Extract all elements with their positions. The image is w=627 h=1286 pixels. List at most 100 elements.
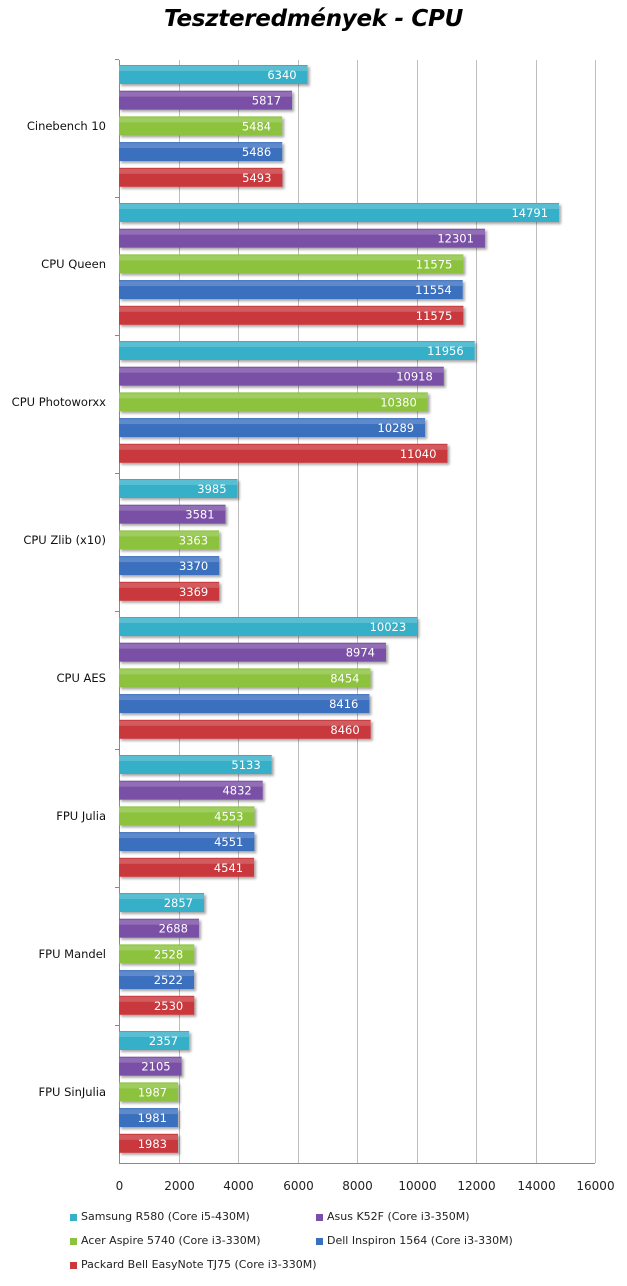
x-tick-label: 12000 [457, 1179, 495, 1193]
data-label: 8460 [330, 723, 359, 737]
data-label: 2857 [164, 896, 193, 910]
bar-highlight [119, 557, 220, 563]
bar [119, 694, 370, 714]
bar [119, 970, 195, 990]
bar [119, 341, 475, 360]
data-label: 3363 [179, 533, 208, 547]
bar-highlight [119, 419, 426, 425]
bar-highlight [119, 367, 444, 373]
bar-highlight [119, 1032, 190, 1037]
data-label: 2105 [141, 1060, 170, 1074]
category-label: FPU Julia [56, 809, 106, 823]
x-tick-label: 4000 [223, 1179, 254, 1193]
data-label: 1983 [138, 1137, 167, 1151]
bar [119, 1056, 182, 1076]
bar-highlight [119, 756, 272, 761]
data-label: 4551 [214, 835, 243, 849]
bar-highlight [119, 204, 560, 209]
data-label: 11956 [427, 344, 464, 358]
bar [119, 1108, 178, 1128]
legend-item: Packard Bell EasyNote TJ75 (Core i3-330M… [70, 1258, 317, 1271]
category-label: CPU Photoworxx [12, 395, 107, 409]
bar [119, 755, 272, 774]
bar-highlight [119, 1083, 179, 1089]
legend-item: Dell Inspiron 1564 (Core i3-330M) [316, 1234, 513, 1247]
data-label: 3581 [185, 508, 214, 522]
bar [119, 167, 283, 187]
bar-highlight [119, 919, 199, 925]
data-label: 11575 [416, 257, 453, 271]
data-label: 8416 [329, 697, 358, 711]
data-label: 3369 [179, 585, 208, 599]
data-label: 2688 [159, 922, 188, 936]
bar-highlight [119, 971, 195, 977]
bar-highlight [119, 582, 220, 588]
legend-swatch [316, 1237, 323, 1245]
x-tick-label: 8000 [342, 1179, 373, 1193]
data-label: 5493 [242, 171, 271, 185]
bar [119, 228, 485, 248]
bar-highlight [119, 1109, 178, 1115]
data-label: 1981 [138, 1111, 167, 1125]
bar [119, 944, 195, 964]
legend-swatch [70, 1237, 77, 1245]
bar [119, 90, 293, 110]
data-label: 6340 [267, 68, 296, 82]
bar-highlight [119, 695, 370, 701]
category-label: CPU Queen [41, 257, 106, 271]
data-label: 12301 [437, 232, 474, 246]
category-label: FPU Mandel [39, 947, 106, 961]
bar [119, 366, 444, 386]
data-label: 8454 [330, 671, 359, 685]
bar-highlight [119, 1134, 178, 1140]
bar [119, 203, 560, 222]
bar-highlight [119, 945, 195, 951]
bar [119, 617, 418, 636]
data-label: 11040 [400, 447, 437, 461]
category-label: CPU AES [57, 671, 106, 685]
data-label: 2528 [154, 947, 183, 961]
bar-highlight [119, 91, 293, 97]
data-label: 2357 [149, 1034, 178, 1048]
bar [119, 995, 195, 1015]
data-label: 3985 [197, 482, 226, 496]
data-label: 11554 [415, 283, 452, 297]
bar-highlight [119, 669, 371, 675]
bar [119, 116, 283, 136]
bar-highlight [119, 117, 283, 123]
bar [119, 668, 371, 688]
bar-highlight [119, 480, 238, 485]
bar-highlight [119, 255, 464, 261]
bar-highlight [119, 1057, 182, 1063]
bar [119, 857, 255, 877]
chart-title: Teszteredmények - CPU [164, 6, 463, 32]
legend-label: Acer Aspire 5740 (Core i3-330M) [81, 1234, 261, 1247]
bar [119, 780, 263, 800]
legend-item: Asus K52F (Core i3-350M) [316, 1210, 470, 1223]
data-label: 14791 [511, 206, 548, 220]
data-label: 2530 [154, 999, 183, 1013]
x-tick-label: 14000 [517, 1179, 555, 1193]
legend-swatch [70, 1213, 77, 1221]
bar-highlight [119, 720, 371, 726]
data-label: 10023 [370, 620, 407, 634]
bar-highlight [119, 781, 263, 787]
bar [119, 1082, 179, 1102]
data-label: 10918 [396, 370, 433, 384]
bar [119, 65, 308, 84]
bar-highlight [119, 996, 195, 1002]
bar-highlight [119, 306, 464, 312]
data-label: 5817 [252, 94, 281, 108]
bar-highlight [119, 168, 283, 174]
bar-highlight [119, 618, 418, 623]
bar [119, 254, 464, 274]
legend-item: Samsung R580 (Core i5-430M) [70, 1210, 250, 1223]
data-label: 5484 [242, 119, 271, 133]
data-label: 4553 [214, 809, 243, 823]
bar [119, 392, 428, 412]
category-label: FPU SinJulia [38, 1085, 106, 1099]
bar [119, 479, 238, 498]
bar-highlight [119, 643, 386, 649]
bar [119, 1031, 190, 1050]
